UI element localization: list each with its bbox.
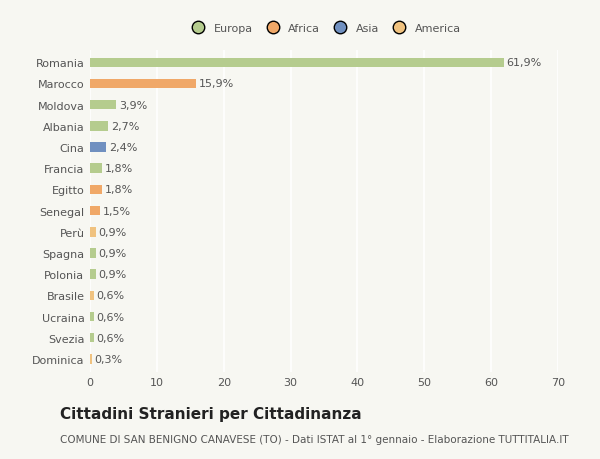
Bar [90, 58, 504, 68]
Text: 0,6%: 0,6% [97, 312, 125, 322]
Bar [90, 249, 96, 258]
Text: 61,9%: 61,9% [506, 58, 542, 68]
Bar [90, 354, 92, 364]
Text: Cittadini Stranieri per Cittadinanza: Cittadini Stranieri per Cittadinanza [60, 406, 362, 421]
Text: 0,9%: 0,9% [98, 227, 127, 237]
Text: 0,9%: 0,9% [98, 248, 127, 258]
Legend: Europa, Africa, Asia, America: Europa, Africa, Asia, America [187, 24, 461, 34]
Bar [90, 79, 196, 89]
Text: 0,9%: 0,9% [98, 269, 127, 280]
Bar [90, 101, 116, 110]
Bar [90, 122, 108, 131]
Bar [90, 228, 96, 237]
Text: 2,4%: 2,4% [109, 143, 137, 153]
Bar [90, 333, 94, 343]
Bar [90, 164, 102, 174]
Text: 1,5%: 1,5% [103, 206, 131, 216]
Bar [90, 185, 102, 195]
Text: 0,6%: 0,6% [97, 291, 125, 301]
Text: 3,9%: 3,9% [119, 101, 147, 111]
Text: 15,9%: 15,9% [199, 79, 234, 90]
Text: COMUNE DI SAN BENIGNO CANAVESE (TO) - Dati ISTAT al 1° gennaio - Elaborazione TU: COMUNE DI SAN BENIGNO CANAVESE (TO) - Da… [60, 434, 569, 444]
Text: 0,3%: 0,3% [95, 354, 123, 364]
Text: 1,8%: 1,8% [105, 185, 133, 195]
Text: 2,7%: 2,7% [111, 122, 139, 132]
Text: 1,8%: 1,8% [105, 164, 133, 174]
Bar [90, 312, 94, 322]
Bar [90, 291, 94, 301]
Bar [90, 270, 96, 280]
Text: 0,6%: 0,6% [97, 333, 125, 343]
Bar [90, 207, 100, 216]
Bar [90, 143, 106, 152]
